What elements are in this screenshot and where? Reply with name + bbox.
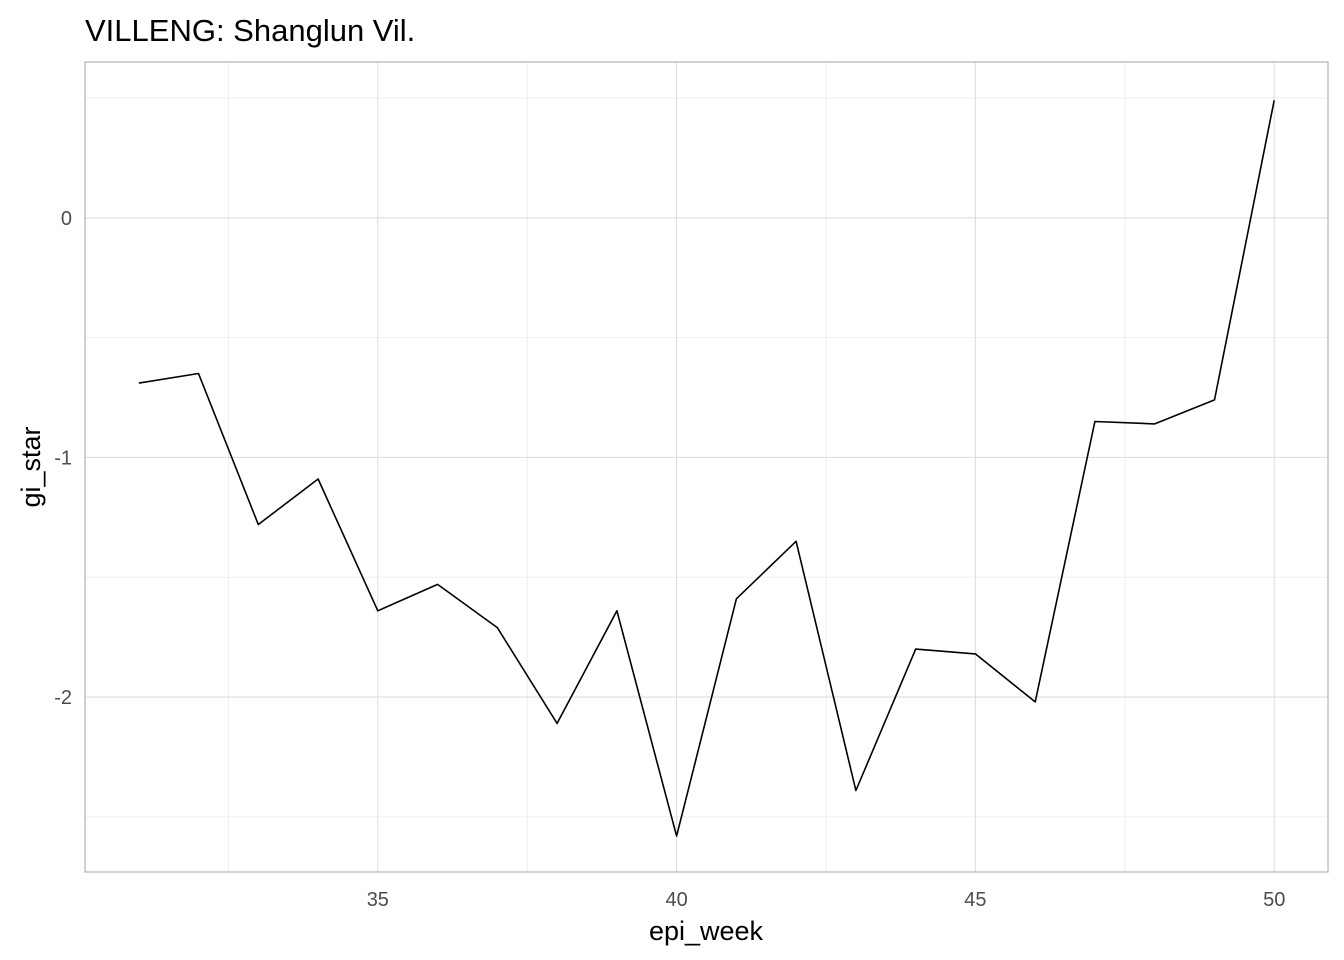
data-point (136, 380, 142, 386)
data-point (494, 625, 500, 631)
y-tick-label: 0 (61, 208, 72, 230)
data-point (972, 651, 978, 657)
y-axis-ticks: 0 -1 -2 (54, 208, 72, 709)
x-tick-label: 40 (665, 889, 687, 911)
data-point (435, 581, 441, 587)
data-point (733, 596, 739, 602)
x-tick-label: 35 (367, 889, 389, 911)
x-axis-ticks: 35 40 45 50 (367, 889, 1286, 911)
chart-title: VILLENG: Shanglun Vil. (85, 13, 415, 48)
x-tick-label: 50 (1263, 889, 1285, 911)
data-point (674, 833, 680, 839)
x-tick-label: 45 (964, 889, 986, 911)
data-point (614, 608, 620, 614)
y-tick-label: -1 (54, 447, 72, 469)
data-point (1152, 421, 1158, 427)
data-point (1271, 97, 1277, 103)
plot-panel (84, 61, 1329, 873)
data-point (793, 538, 799, 544)
series-line (138, 100, 1275, 837)
data-point (853, 788, 859, 794)
series-layer (136, 97, 1277, 839)
grid-lines (85, 62, 1328, 872)
data-point (554, 720, 560, 726)
x-axis-label: epi_week (649, 916, 764, 946)
data-point (255, 522, 261, 528)
data-point (196, 371, 202, 377)
y-tick-label: -2 (54, 687, 72, 709)
data-point (1092, 418, 1098, 424)
data-point (1211, 397, 1217, 403)
data-point (375, 608, 381, 614)
data-point (913, 646, 919, 652)
y-axis-label: gi_star (16, 426, 46, 507)
data-point (315, 476, 321, 482)
data-point (1032, 699, 1038, 705)
